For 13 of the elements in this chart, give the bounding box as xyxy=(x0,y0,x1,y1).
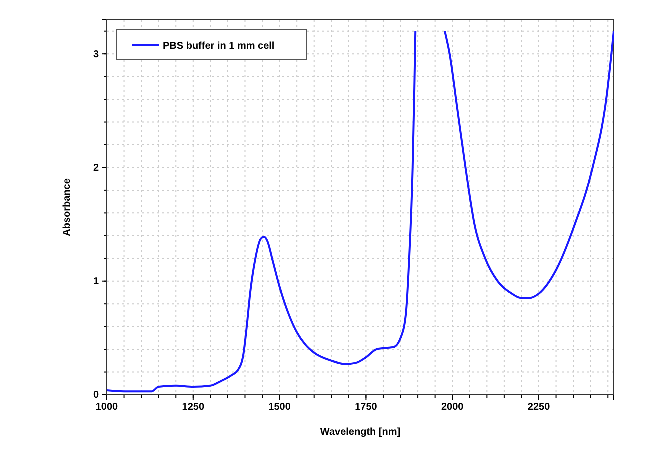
x-tick-label: 2250 xyxy=(528,402,551,414)
x-tick-label: 2000 xyxy=(441,402,464,414)
x-tick-label: 1750 xyxy=(355,402,378,414)
x-tick-label: 1500 xyxy=(268,402,292,414)
y-tick-label: 2 xyxy=(93,162,100,174)
y-axis-title: Absorbance xyxy=(62,178,73,236)
y-tick-label: 3 xyxy=(93,49,100,60)
x-axis-title: Wavelength [nm] xyxy=(320,427,401,438)
legend-label: PBS buffer in 1 mm cell xyxy=(163,41,275,52)
x-tick-label: 1000 xyxy=(96,402,119,414)
y-tick-label: 0 xyxy=(93,390,100,402)
x-tick-label: 1250 xyxy=(182,402,205,414)
y-tick-label: 1 xyxy=(93,276,100,288)
